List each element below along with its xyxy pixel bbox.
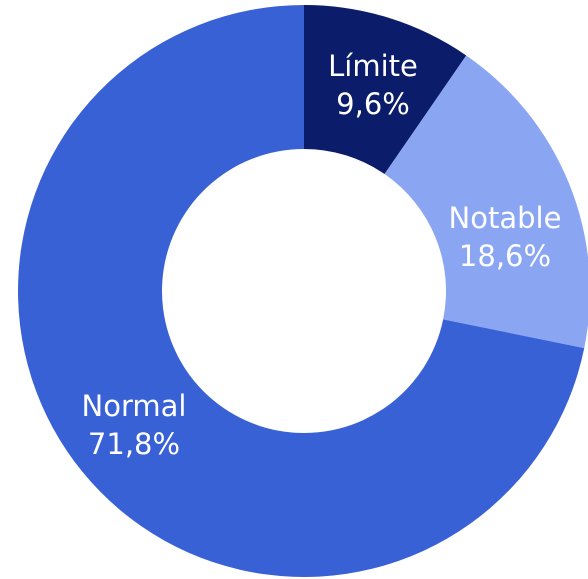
slice-labels: Límite 9,6% Notable 18,6% Normal 71,8% (82, 49, 562, 461)
slice-label-value: 18,6% (459, 239, 551, 273)
donut-slice-l-mite (304, 5, 467, 175)
slice-label-name: Límite (328, 49, 418, 83)
donut-slice-notable (384, 55, 588, 349)
slice-label-value: 71,8% (88, 427, 180, 461)
donut-slice-normal (18, 5, 585, 578)
slice-label-name: Normal (82, 389, 187, 423)
slice-label-name: Notable (449, 201, 562, 235)
donut-slices (18, 5, 588, 578)
slice-label-value: 9,6% (336, 87, 410, 121)
